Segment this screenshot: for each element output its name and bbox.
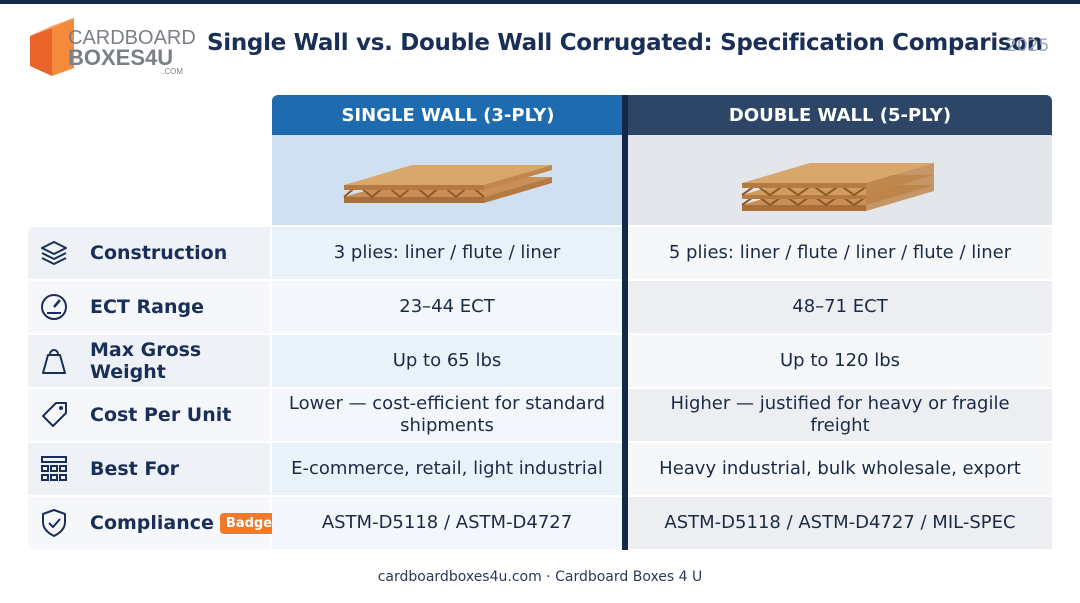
image-cell — [628, 135, 1052, 225]
row-label-cell: ECT Range — [28, 281, 270, 333]
row-label-cell: Construction — [28, 227, 270, 279]
row-label-cell: Cost Per Unit — [28, 389, 270, 441]
row-label: Cost Per Unit — [90, 404, 232, 426]
badge: Badge — [219, 512, 279, 534]
row-label: Compliance — [90, 512, 214, 534]
row-label-cell: Max Gross Weight — [28, 335, 270, 387]
logo-line2: BOXES4U — [68, 45, 173, 70]
row-label: Best For — [90, 458, 180, 480]
top-rule — [0, 0, 1080, 4]
double-wall-cell: ASTM-D5118 / ASTM-D4727 / MIL-SPEC — [628, 497, 1052, 549]
single-wall-cell: E-commerce, retail, light industrial — [272, 443, 622, 495]
row-icon — [42, 402, 67, 427]
double-wall-cell: 5 plies: liner / flute / liner / flute /… — [628, 227, 1052, 279]
row-label: ECT Range — [90, 296, 204, 318]
row-icon — [42, 509, 66, 537]
double-wall-illustration — [741, 163, 934, 211]
row-icon — [41, 241, 67, 265]
row-label: Max Gross Weight — [90, 339, 202, 383]
row-icon — [41, 456, 67, 481]
year: 2025 — [1006, 36, 1050, 56]
single-wall-illustration — [343, 165, 552, 203]
row-label: Construction — [90, 242, 228, 264]
double-wall-cell: 48–71 ECT — [628, 281, 1052, 333]
title: Single Wall vs. Double Wall Corrugated: … — [207, 30, 1043, 56]
double-wall-cell: Heavy industrial, bulk wholesale, export — [628, 443, 1052, 495]
single-wall-cell: 3 plies: liner / flute / liner — [272, 227, 622, 279]
column-header: SINGLE WALL (3-PLY) — [272, 95, 624, 135]
logo-box-front — [52, 18, 74, 76]
row-icon — [42, 349, 66, 374]
double-wall-cell: Higher — justified for heavy or fragile … — [628, 389, 1052, 441]
footer: cardboardboxes4u.com · Cardboard Boxes 4… — [377, 569, 703, 585]
row-label-cell: Best For — [28, 443, 270, 495]
single-wall-cell: Lower — cost-efficient for standard ship… — [272, 389, 622, 441]
logo: CARDBOARD BOXES4U .COM — [30, 18, 196, 76]
row-icon — [41, 294, 67, 320]
image-cell — [272, 135, 624, 225]
double-wall-cell: Up to 120 lbs — [628, 335, 1052, 387]
logo-suffix: .COM — [162, 67, 183, 76]
logo-box-top — [30, 18, 74, 36]
single-wall-cell: 23–44 ECT — [272, 281, 622, 333]
column-divider — [622, 95, 628, 550]
single-wall-cell: Up to 65 lbs — [272, 335, 622, 387]
row-label-cell: Compliance Badge — [28, 497, 279, 549]
logo-line1: CARDBOARD — [68, 27, 196, 49]
column-header: DOUBLE WALL (5-PLY) — [628, 95, 1052, 135]
logo-box-side — [30, 26, 52, 76]
single-wall-cell: ASTM-D5118 / ASTM-D4727 — [272, 497, 622, 549]
